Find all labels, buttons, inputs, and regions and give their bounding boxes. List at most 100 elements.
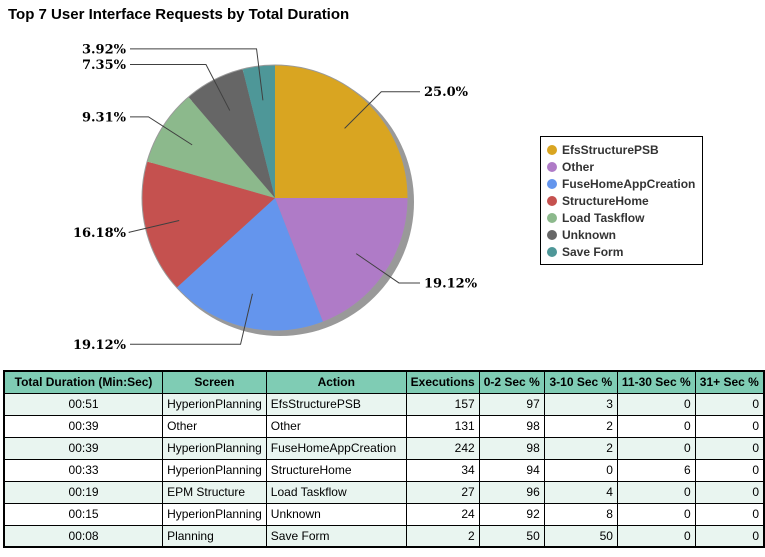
pie-slice-6 — [188, 69, 275, 198]
table-cell: 00:15 — [3, 502, 164, 526]
table-row: 00:39 Other Other 131 98 2 0 0 — [3, 414, 765, 438]
leader-line — [355, 253, 420, 284]
pie-slice-label: 7.35% — [82, 58, 127, 73]
table-cell: Unknown — [265, 502, 407, 526]
table-cell: 50 — [543, 524, 618, 548]
table-cell: EfsStructurePSB — [265, 392, 407, 416]
table-cell: 0 — [616, 524, 696, 548]
legend-swatch-icon — [547, 246, 557, 257]
table-cell: 00:08 — [3, 524, 164, 548]
table-cell: 96 — [478, 480, 545, 504]
table-cell: 98 — [478, 436, 545, 460]
requests-table: Total Duration (Min:Sec) Screen Action Exec… — [3, 370, 765, 548]
table-row: 00:15 HyperionPlanning Unknown 24 92 8 0 0 — [3, 502, 765, 526]
table-cell: 157 — [405, 392, 480, 416]
table-cell: FuseHomeAppCreation — [265, 436, 407, 460]
table-cell: 98 — [478, 414, 545, 438]
table-cell: 92 — [478, 502, 545, 526]
table-cell: HyperionPlanning — [162, 392, 267, 416]
table-row: 00:19 EPM Structure Load Taskflow 27 96 4 0 0 — [3, 480, 765, 504]
table-cell: EPM Structure — [162, 480, 267, 504]
table-cell: 27 — [405, 480, 480, 504]
table-cell: 3 — [543, 392, 618, 416]
legend: EfsStructurePSB Other FuseHomeAppCreation S… — [540, 136, 704, 265]
table-cell: 0 — [694, 480, 765, 504]
page-title: Top 7 User Interface Requests by Total D… — [8, 6, 350, 23]
table-cell: HyperionPlanning — [162, 502, 267, 526]
legend-label: FuseHomeAppCreation — [562, 176, 696, 191]
pie-slice-5 — [147, 96, 275, 198]
table-cell: HyperionPlanning — [162, 458, 267, 482]
table-cell: Other — [162, 414, 267, 438]
legend-label: Unknown — [562, 227, 616, 242]
table-cell: Load Taskflow — [265, 480, 407, 504]
table-cell: 0 — [694, 436, 765, 460]
legend-swatch-icon — [547, 229, 557, 240]
leader-line — [344, 91, 420, 129]
legend-swatch-icon — [547, 178, 557, 189]
legend-item: Save Form — [547, 243, 695, 260]
table-cell: Save Form — [265, 524, 407, 548]
table-row: 00:51 HyperionPlanning EfsStructurePSB 157 9… — [3, 392, 765, 416]
table-header-cell: 31+ Sec % — [694, 370, 765, 394]
table-cell: 50 — [478, 524, 545, 548]
table-header-cell: Total Duration (Min:Sec) — [3, 370, 164, 394]
pie-chart-svg: 25.0% 19.12% 19.12% 16.18% 9.31% 7.35%3.92% — [73, 42, 478, 353]
table-cell: 00:19 — [3, 480, 164, 504]
table-cell: 0 — [694, 392, 765, 416]
table-row: 00:39 HyperionPlanning FuseHomeAppCreation… — [3, 436, 765, 460]
pie-slice-label: 25.0% — [424, 85, 469, 100]
table-cell: 0 — [616, 436, 696, 460]
pie-slice-7 — [242, 65, 275, 198]
legend-item: Other — [547, 158, 695, 175]
legend-label: StructureHome — [562, 193, 649, 208]
table-cell: 242 — [405, 436, 480, 460]
table-cell: 0 — [616, 480, 696, 504]
legend-swatch-icon — [547, 144, 557, 155]
table-cell: 94 — [478, 458, 545, 482]
pie-slice-label: 19.12% — [73, 338, 127, 353]
table-cell: 00:39 — [3, 414, 164, 438]
pie-rim — [141, 64, 409, 332]
table-cell: 6 — [616, 458, 696, 482]
table-header-cell: Action — [265, 370, 407, 394]
pie-slice-label: 9.31% — [82, 110, 127, 125]
table-cell: 24 — [405, 502, 480, 526]
table-cell: 131 — [405, 414, 480, 438]
table-row: 00:33 HyperionPlanning StructureHome 34 94 0 6… — [3, 458, 765, 482]
table-cell: 0 — [694, 458, 765, 482]
table-cell: 00:33 — [3, 458, 164, 482]
legend-item: FuseHomeAppCreation — [547, 175, 695, 192]
pie-slice-4 — [142, 161, 275, 288]
legend-item: EfsStructurePSB — [547, 141, 695, 158]
table-cell: 0 — [543, 458, 618, 482]
legend-item: Load Taskflow — [547, 209, 695, 226]
table-cell: 00:39 — [3, 436, 164, 460]
table-cell: StructureHome — [265, 458, 407, 482]
table-header-cell: 11-30 Sec % — [616, 370, 696, 394]
pie-slice-1 — [275, 65, 408, 198]
pie-slice-label: 3.92% — [82, 42, 127, 57]
legend-label: EfsStructurePSB — [562, 142, 659, 157]
table-cell: 4 — [543, 480, 618, 504]
table-header-cell: Screen — [162, 370, 267, 394]
pie-slice-label: 16.18% — [73, 226, 127, 241]
pie-slice-3 — [176, 198, 324, 332]
table-cell: 97 — [478, 392, 545, 416]
table-row: 00:08 Planning Save Form 2 50 50 0 0 — [3, 524, 765, 548]
legend-swatch-icon — [547, 212, 557, 223]
leader-line — [130, 64, 231, 111]
table-cell: 0 — [616, 414, 696, 438]
legend-item: StructureHome — [547, 192, 695, 209]
table-header-cell: Executions — [405, 370, 480, 394]
legend-item: Unknown — [547, 226, 695, 243]
table-header-row: Total Duration (Min:Sec) Screen Action Exec… — [3, 370, 765, 394]
table-cell: 34 — [405, 458, 480, 482]
table-cell: 0 — [694, 524, 765, 548]
table-cell: 0 — [694, 414, 765, 438]
table-header-cell: 3-10 Sec % — [543, 370, 618, 394]
table-header-cell: 0-2 Sec % — [478, 370, 545, 394]
table-cell: 2 — [543, 436, 618, 460]
leader-line — [128, 220, 180, 233]
table-cell: 2 — [543, 414, 618, 438]
